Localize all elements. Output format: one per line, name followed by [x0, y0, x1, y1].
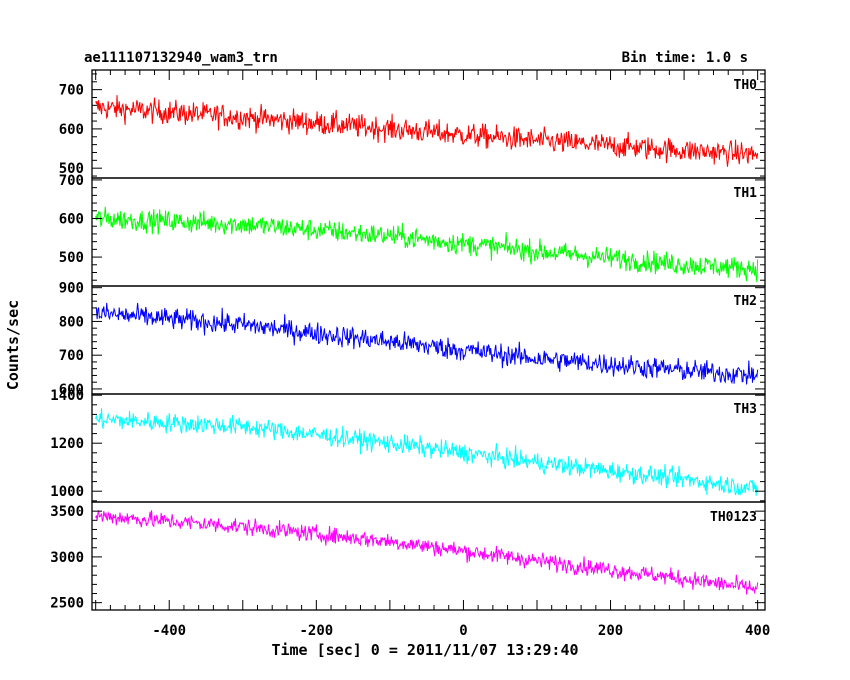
series-line-th0 [95, 95, 759, 167]
series-line-th0123 [95, 510, 759, 595]
y-tick-label: 600 [59, 382, 84, 398]
y-tick-label: 700 [59, 83, 84, 99]
y-tick-label: 700 [59, 173, 84, 189]
series-line-th1 [95, 206, 759, 283]
panel-th0: 500 600 700 TH0 [59, 69, 766, 179]
y-tick-label: 500 [59, 161, 84, 177]
chart-title: ae111107132940_wam3_trn [84, 50, 278, 66]
panels-group: 500 600 700 TH0 500 600 700 TH1 600 700 800 900 TH2 1… [50, 69, 766, 612]
panel-label: TH0123 [710, 510, 757, 525]
x-axis-title: Time [sec] 0 = 2011/11/07 13:29:40 [271, 641, 578, 659]
panel-th2: 600 700 800 900 TH2 [59, 281, 766, 398]
x-axis: -400 -200 0 200 400 [95, 70, 770, 639]
panel-label: TH0 [734, 78, 758, 93]
y-tick-label: 800 [59, 314, 84, 330]
panel-label: TH2 [734, 294, 757, 309]
panel-th3: 1000 1200 1400 TH3 [50, 388, 766, 503]
y-tick-label: 900 [59, 281, 84, 297]
y-tick-label: 1000 [50, 484, 84, 500]
y-tick-label: 3500 [50, 504, 84, 520]
panel-th1: 500 600 700 TH1 [59, 173, 766, 287]
y-axis-title: Counts/sec [4, 300, 22, 390]
bin-time-label: Bin time: 1.0 s [622, 50, 748, 66]
y-tick-label: 700 [59, 348, 84, 364]
y-tick-label: 1200 [50, 436, 84, 452]
y-tick-label: 500 [59, 250, 84, 266]
panel-frame [91, 285, 766, 395]
y-tick-label: 3000 [50, 550, 84, 566]
series-line-th3 [95, 408, 759, 496]
series-line-th2 [95, 302, 759, 385]
x-tick-label: -200 [299, 623, 333, 639]
panel-th0123: 2500 3000 3500 TH0123 [50, 501, 766, 612]
y-tick-label: 1400 [50, 388, 84, 404]
y-tick-label: 2500 [50, 596, 84, 612]
x-tick-label: -400 [152, 623, 186, 639]
panel-label: TH3 [734, 402, 757, 417]
y-tick-label: 600 [59, 122, 84, 138]
x-tick-label: 0 [459, 623, 467, 639]
x-tick-label: 200 [598, 623, 623, 639]
panel-label: TH1 [734, 186, 758, 201]
y-tick-label: 600 [59, 212, 84, 228]
x-tick-label: 400 [745, 623, 770, 639]
panel-frame [91, 501, 766, 611]
panel-frame [91, 177, 766, 287]
